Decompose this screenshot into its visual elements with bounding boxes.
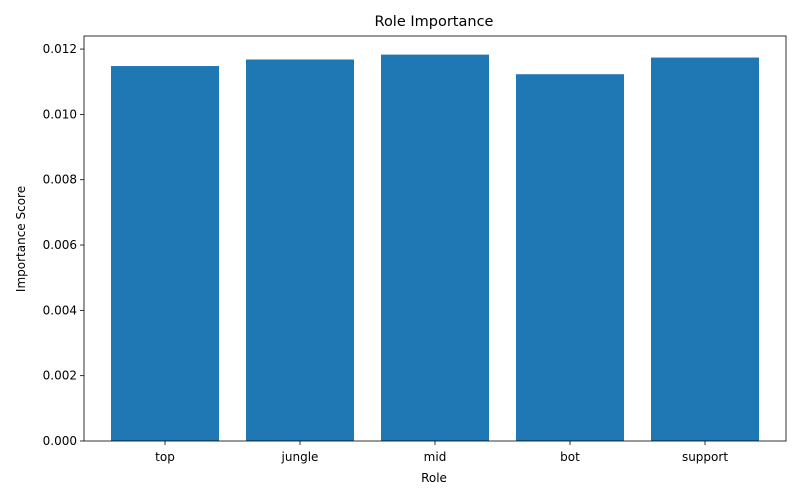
x-axis-ticks: top jungle mid bot support [155,441,728,464]
y-axis-title: Importance Score [14,186,28,292]
bar-jungle [246,59,354,442]
x-tick-label: support [682,450,728,464]
bar-top [111,66,219,441]
y-tick-label: 0.012 [43,42,77,56]
x-axis-title: Role [421,471,447,485]
x-tick-label: top [155,450,175,464]
y-axis-ticks: 0.000 0.002 0.004 0.006 0.008 0.010 0.012 [43,42,84,448]
y-tick-label: 0.010 [43,107,77,121]
y-tick-label: 0.004 [43,303,77,317]
x-tick-label: mid [424,450,447,464]
x-tick-label: bot [560,450,580,464]
bar-mid [381,54,489,441]
y-tick-label: 0.002 [43,369,77,383]
bars-group [111,54,759,442]
plot-frame [83,35,787,442]
bar-bot [516,74,624,441]
y-tick-label: 0.008 [43,173,77,187]
y-tick-label: 0.000 [43,434,77,448]
x-tick-label: jungle [281,450,319,464]
bar-support [651,57,759,441]
y-tick-label: 0.006 [43,238,77,252]
chart-title: Role Importance [375,14,494,30]
